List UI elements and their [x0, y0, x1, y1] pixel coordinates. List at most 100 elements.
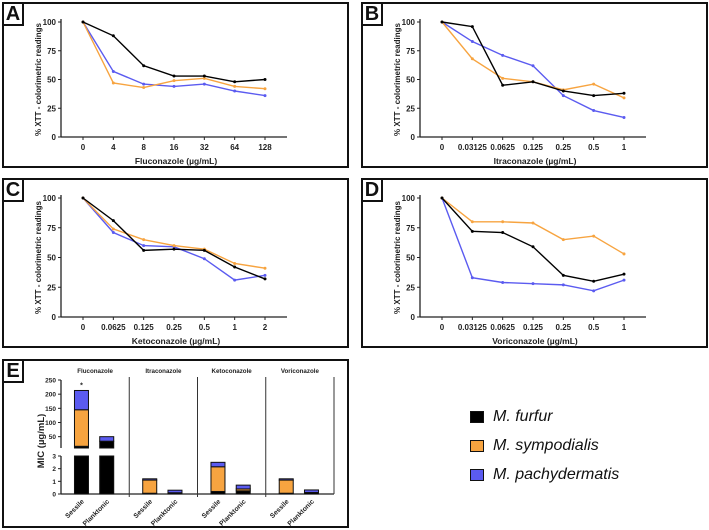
data-point-pachydermatis [501, 280, 505, 284]
data-point-sympodialis [622, 96, 626, 100]
data-point-furfur [111, 219, 115, 223]
data-point-sympodialis [142, 86, 146, 90]
x-tick-label: 0.125 [523, 323, 544, 332]
x-tick-label: 0.03125 [458, 143, 487, 152]
data-point-furfur [470, 229, 474, 233]
panel-label-a: A [2, 2, 24, 26]
x-tick-label: Sessile [64, 498, 86, 520]
data-point-furfur [111, 34, 115, 38]
y-axis-title: % XTT - colorimetric readings [34, 200, 43, 313]
y-tick-label: 25 [47, 283, 56, 292]
data-point-sympodialis [263, 266, 267, 270]
x-tick-label: 0.125 [523, 143, 544, 152]
data-point-sympodialis [233, 84, 237, 88]
data-point-furfur [440, 20, 444, 24]
y-tick-label: 200 [45, 392, 56, 399]
x-tick-label: Planktonic [150, 498, 179, 527]
x-tick-label: 1 [622, 323, 627, 332]
data-point-pachydermatis [233, 278, 237, 282]
data-point-furfur [81, 196, 85, 200]
x-tick-label: 1 [232, 323, 237, 332]
data-point-sympodialis [233, 261, 237, 265]
y-tick-label: 150 [45, 406, 56, 413]
group-title: Ketoconazole [212, 368, 253, 375]
data-point-pachydermatis [561, 283, 565, 287]
x-axis-title: Voriconazole (µg/mL) [492, 336, 578, 346]
data-point-pachydermatis [142, 244, 146, 248]
data-point-pachydermatis [202, 257, 206, 261]
data-point-furfur [531, 80, 535, 84]
bar-segment-sympodialis [210, 466, 226, 492]
y-tick-label: 25 [47, 104, 56, 113]
data-point-furfur [81, 20, 85, 24]
x-tick-label: 16 [170, 143, 179, 152]
data-point-pachydermatis [501, 53, 505, 57]
data-point-pachydermatis [470, 276, 474, 280]
y-axis-title: % XTT - colorimetric readings [393, 22, 402, 135]
data-point-furfur [202, 74, 206, 78]
y-axis-title: % XTT - colorimetric readings [393, 200, 402, 313]
data-point-pachydermatis [111, 69, 115, 73]
series-line-pachydermatis [441, 21, 625, 119]
data-point-sympodialis [592, 234, 596, 238]
data-point-sympodialis [501, 76, 505, 80]
x-tick-label: 0.5 [199, 323, 211, 332]
line-chart-d: 0 25 50 75 100 0 0.03125 0.0625 0.125 0.25 0.5 1 Vor… [393, 194, 646, 346]
legend-label: M. furfur [493, 408, 553, 425]
y-tick-label: 100 [402, 194, 416, 203]
data-point-pachydermatis [172, 84, 176, 88]
y-tick-label: 75 [406, 47, 415, 56]
y-tick-label: 50 [47, 254, 56, 263]
x-tick-label: 0.0625 [490, 323, 515, 332]
y-tick-label: 0 [52, 133, 57, 142]
bar-segment-pachydermatis [142, 478, 158, 481]
y-tick-label: 75 [47, 47, 56, 56]
bar-chart-e: 50 100 150 200 250 0 1 2 3 MIC (µg/mL) Fluconazole… [36, 368, 335, 528]
legend-item-pachydermatis: M. pachydermatis [470, 463, 619, 487]
data-point-pachydermatis [592, 289, 596, 293]
data-point-sympodialis [531, 221, 535, 225]
y-axis-title: % XTT - colorimetric readings [34, 22, 43, 135]
data-point-furfur [263, 277, 267, 281]
x-tick-label: 0 [81, 323, 86, 332]
panel-label-c: C [2, 178, 24, 202]
bar-segment-furfur [99, 455, 115, 495]
panel-label-e: E [2, 359, 24, 383]
bar-segment-sympodialis [142, 479, 158, 494]
data-point-sympodialis [172, 244, 176, 248]
y-tick-label: 50 [49, 434, 57, 441]
legend-item-sympodialis: M. sympodialis [470, 434, 619, 458]
data-point-furfur [172, 247, 176, 251]
y-tick-label: 0 [411, 133, 416, 142]
data-point-pachydermatis [263, 273, 267, 277]
y-tick-label: 50 [406, 254, 415, 263]
data-point-furfur [561, 89, 565, 93]
legend-swatch-sympodialis [470, 440, 484, 452]
y-tick-label: 50 [406, 76, 415, 85]
panel-a: 0 25 50 75 100 0 4 8 16 32 64 128 Fluconazole (µg/mL… [2, 2, 349, 168]
x-axis-title: Ketoconazole (µg/mL) [132, 336, 221, 346]
x-tick-label: 0.125 [134, 323, 155, 332]
data-point-pachydermatis [233, 89, 237, 93]
data-point-sympodialis [111, 227, 115, 231]
y-tick-label: 25 [406, 283, 415, 292]
series-line-furfur [82, 197, 266, 280]
x-tick-label: Sessile [133, 498, 155, 520]
y-tick-label: 100 [402, 18, 416, 27]
data-point-sympodialis [592, 82, 596, 86]
data-point-pachydermatis [622, 115, 626, 119]
panel-d: 0 25 50 75 100 0 0.03125 0.0625 0.125 0.25 0.5 1 Vor… [361, 178, 708, 348]
panel-b: 0 25 50 75 100 0 0.03125 0.0625 0.125 0.25 0.5 1 Itr… [361, 2, 708, 168]
bar-segment-pachydermatis [73, 389, 89, 411]
data-point-furfur [142, 64, 146, 68]
x-tick-label: 0.0625 [101, 323, 126, 332]
data-point-sympodialis [142, 238, 146, 242]
x-tick-label: Planktonic [287, 498, 316, 527]
data-point-sympodialis [470, 57, 474, 61]
data-point-furfur [440, 196, 444, 200]
legend-swatch-furfur [470, 411, 484, 423]
x-tick-label: 0.25 [556, 323, 572, 332]
x-tick-label: 8 [141, 143, 146, 152]
data-point-sympodialis [202, 76, 206, 80]
x-tick-label: Sessile [269, 498, 291, 520]
